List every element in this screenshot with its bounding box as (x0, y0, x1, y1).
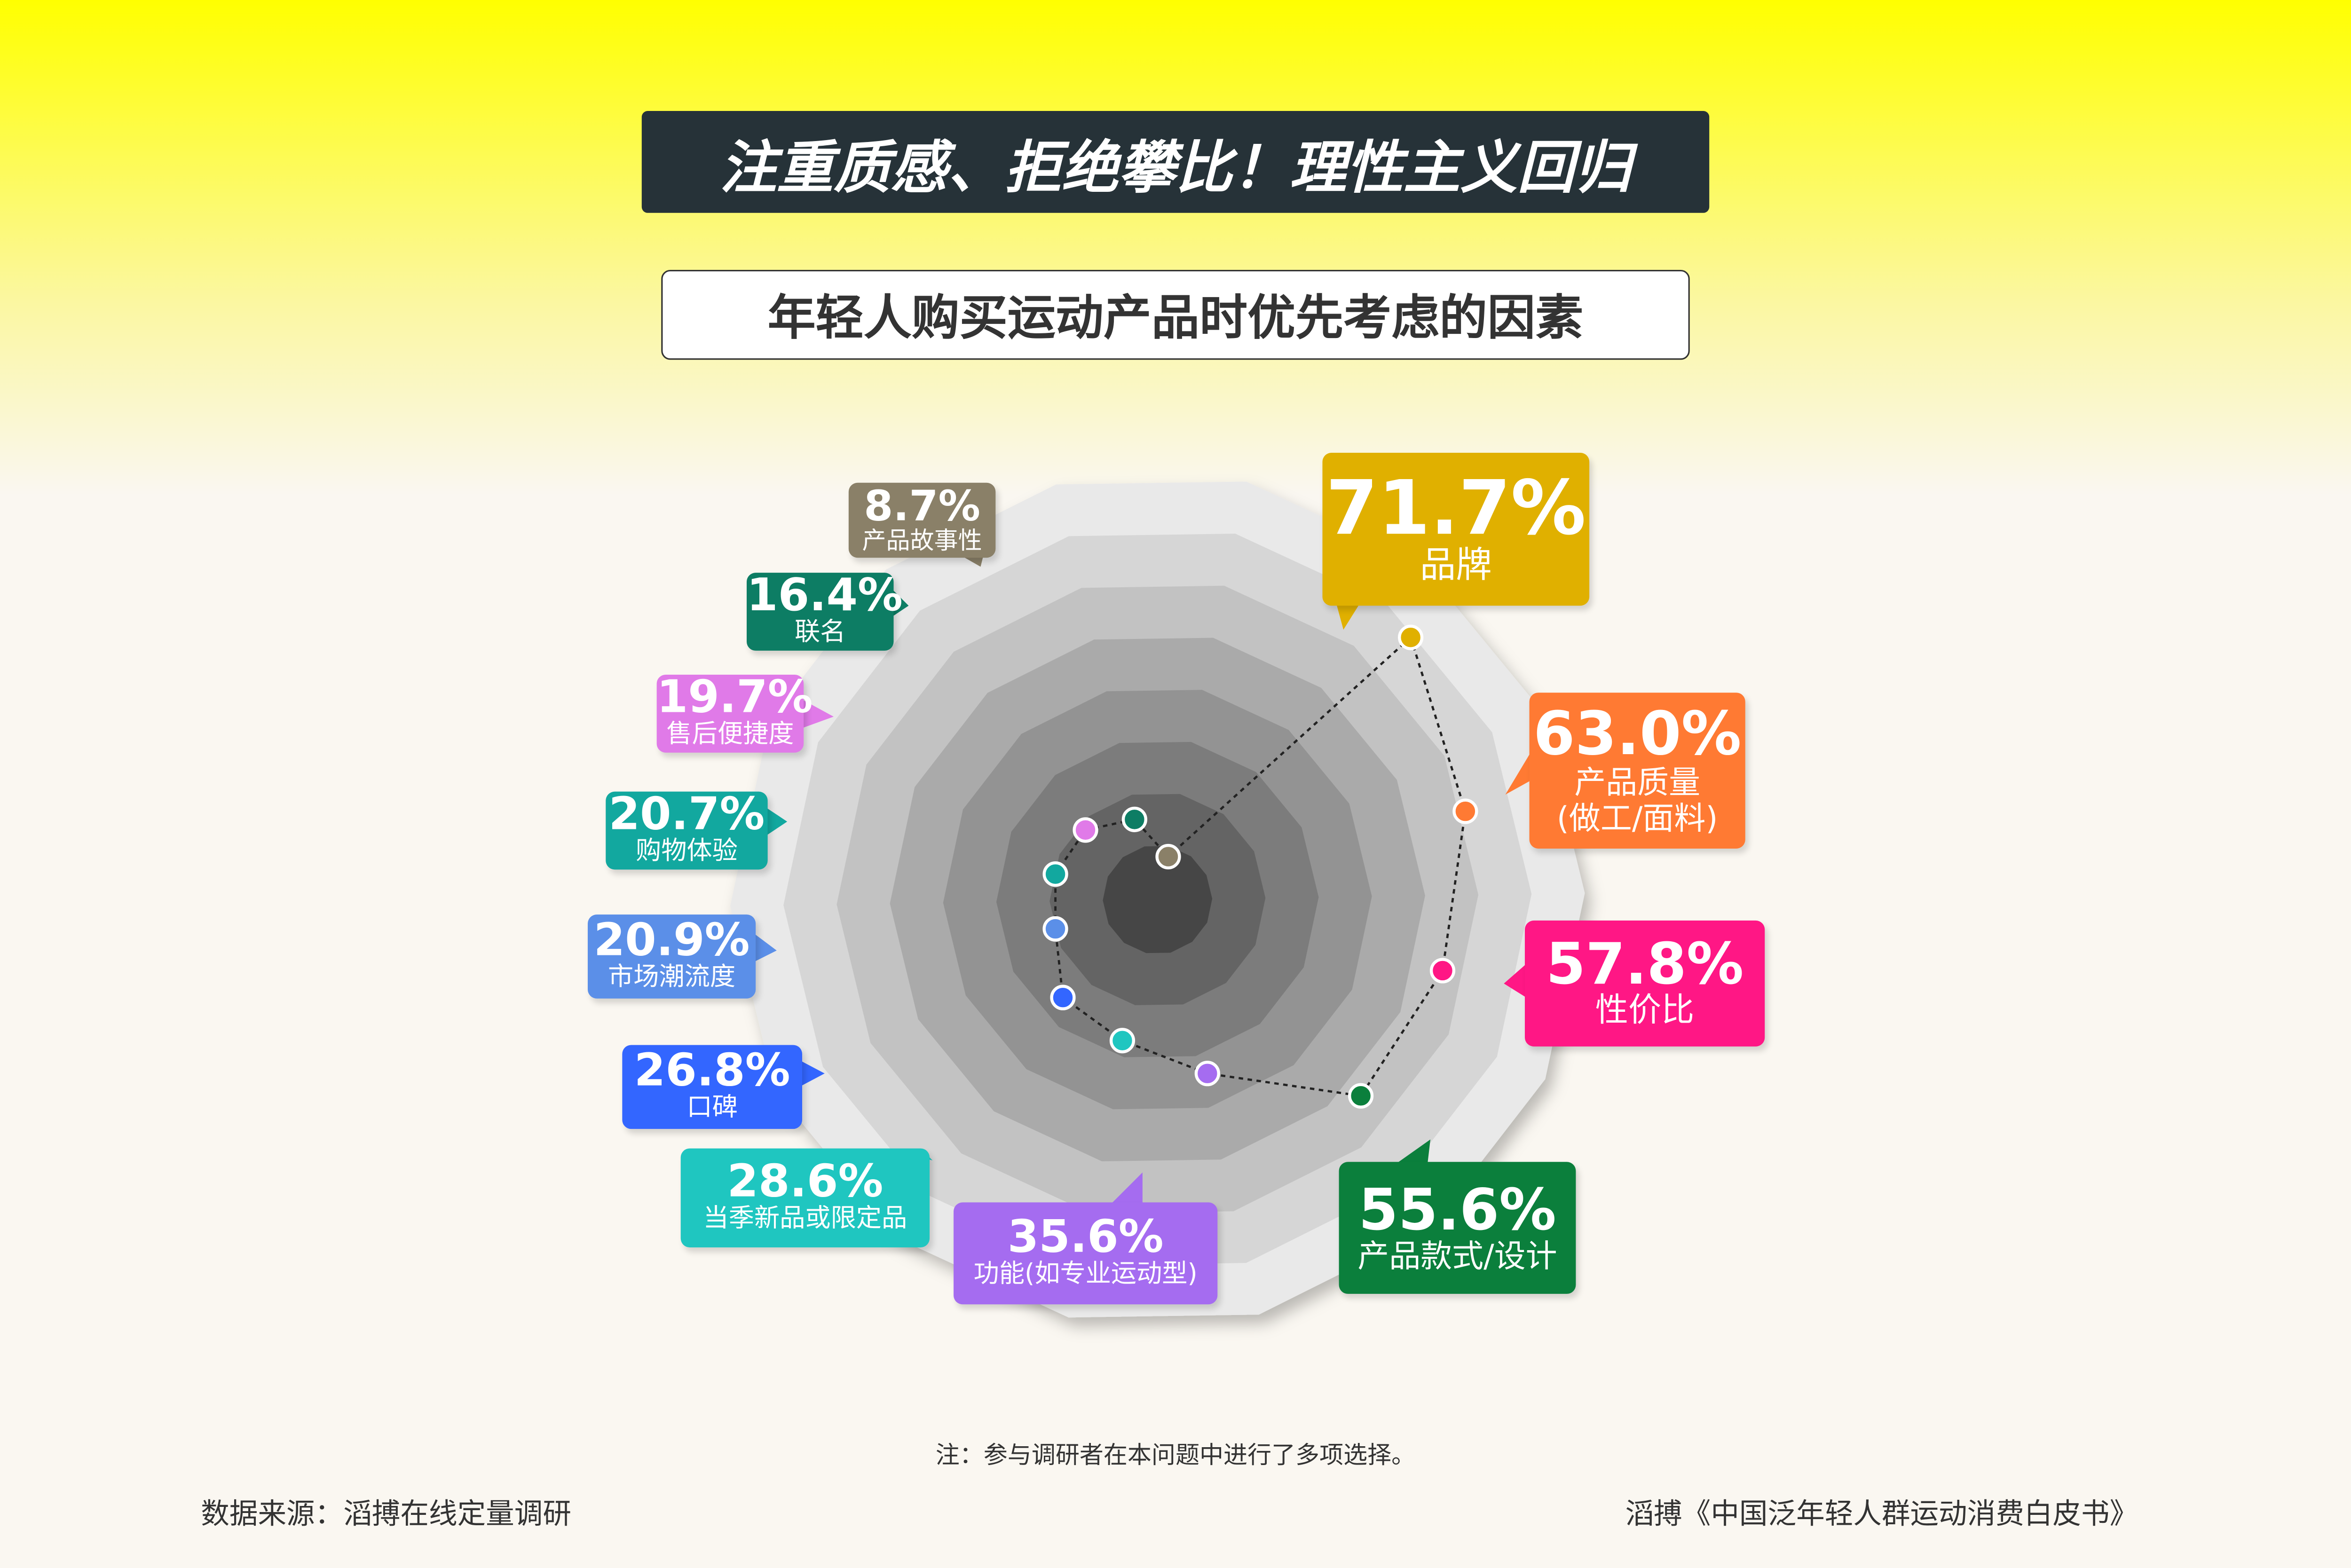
data-point (1121, 806, 1147, 832)
category-label: 产品质量 (做工/面料) (1556, 764, 1718, 837)
title: 注重质感、拒绝攀比！理性主义回归 (719, 134, 1632, 200)
category-label: 产品款式/设计 (1357, 1238, 1557, 1275)
category-label: 产品故事性 (862, 526, 982, 555)
data-label-box: 20.9% 市场潮流度 (588, 914, 756, 999)
data-label-box: 20.7% 购物体验 (606, 788, 768, 870)
label-tail (1109, 1172, 1143, 1206)
data-label-box: 57.8% 性价比 (1524, 920, 1765, 1047)
data-label: 57.8% (1546, 931, 1744, 998)
data-label: 20.7% (608, 788, 765, 842)
subtitle-box: 年轻人购买运动产品时优先考虑的因素 (661, 269, 1690, 360)
data-label-box: 8.7% 产品故事性 (848, 481, 996, 558)
data-label-box: 63.0% 产品质量 (做工/面料) (1529, 693, 1745, 849)
data-label: 19.7% (656, 672, 813, 725)
data-label: 20.9% (593, 914, 750, 968)
title-box: 注重质感、拒绝攀比！理性主义回归 (641, 110, 1710, 213)
data-label: 71.7% (1325, 465, 1586, 552)
data-point (1348, 1083, 1374, 1109)
label-tail (1394, 1139, 1431, 1165)
label-tail (799, 1060, 825, 1087)
data-label-box: 16.4% 联名 (747, 570, 903, 651)
data-label: 28.6% (727, 1156, 884, 1209)
label-tail (765, 806, 788, 837)
category-label: 售后便捷度 (666, 720, 794, 750)
data-point (1398, 624, 1424, 650)
data-point (1452, 798, 1478, 824)
category-label: 性价比 (1595, 993, 1695, 1031)
data-label: 8.7% (864, 481, 980, 531)
data-point (1073, 817, 1098, 843)
data-label: 55.6% (1358, 1176, 1556, 1243)
data-label: 26.8% (634, 1045, 790, 1098)
label-tail (1504, 962, 1528, 999)
subtitle: 年轻人购买运动产品时优先考虑的因素 (767, 289, 1584, 347)
data-point (1042, 916, 1068, 942)
note: 注：参与调研者在本问题中进行了多项选择。 (935, 1441, 1416, 1470)
category-label: 市场潮流度 (608, 962, 736, 993)
label-tail (752, 932, 777, 963)
report: 滔搏《中国泛年轻人群运动消费白皮书》 (1625, 1497, 2138, 1531)
data-label-box: 19.7% 售后便捷度 (656, 672, 813, 753)
data-label-box: 28.6% 当季新品或限定品 (680, 1148, 930, 1248)
data-label-box: 35.6% 功能(如专业运动型) (954, 1202, 1218, 1305)
category-label: 品牌 (1420, 544, 1492, 587)
source: 数据来源：滔搏在线定量调研 (201, 1497, 571, 1531)
category-label: 购物体验 (636, 837, 738, 867)
data-label-box: 55.6% 产品款式/设计 (1339, 1162, 1576, 1294)
ring (1103, 846, 1213, 953)
label-tail (1505, 749, 1532, 795)
category-label: 功能(如专业运动型) (973, 1260, 1198, 1290)
data-label: 16.4% (747, 570, 903, 623)
data-label: 35.6% (1007, 1212, 1164, 1264)
category-label: 口碑 (686, 1093, 738, 1124)
data-point (1194, 1061, 1220, 1087)
data-label-box: 26.8% 口碑 (622, 1045, 802, 1129)
data-point (1109, 1028, 1136, 1054)
category-label: 当季新品或限定品 (703, 1204, 907, 1235)
data-label: 63.0% (1533, 700, 1742, 769)
data-point (1050, 985, 1076, 1010)
label-tail (800, 698, 834, 729)
data-point (1042, 861, 1068, 887)
category-label: 联名 (795, 618, 846, 648)
data-point (1155, 843, 1181, 870)
label-tail (891, 588, 909, 618)
data-point (1429, 958, 1456, 984)
label-tail (959, 554, 984, 567)
data-label-box: 71.7% 品牌 (1322, 453, 1590, 606)
